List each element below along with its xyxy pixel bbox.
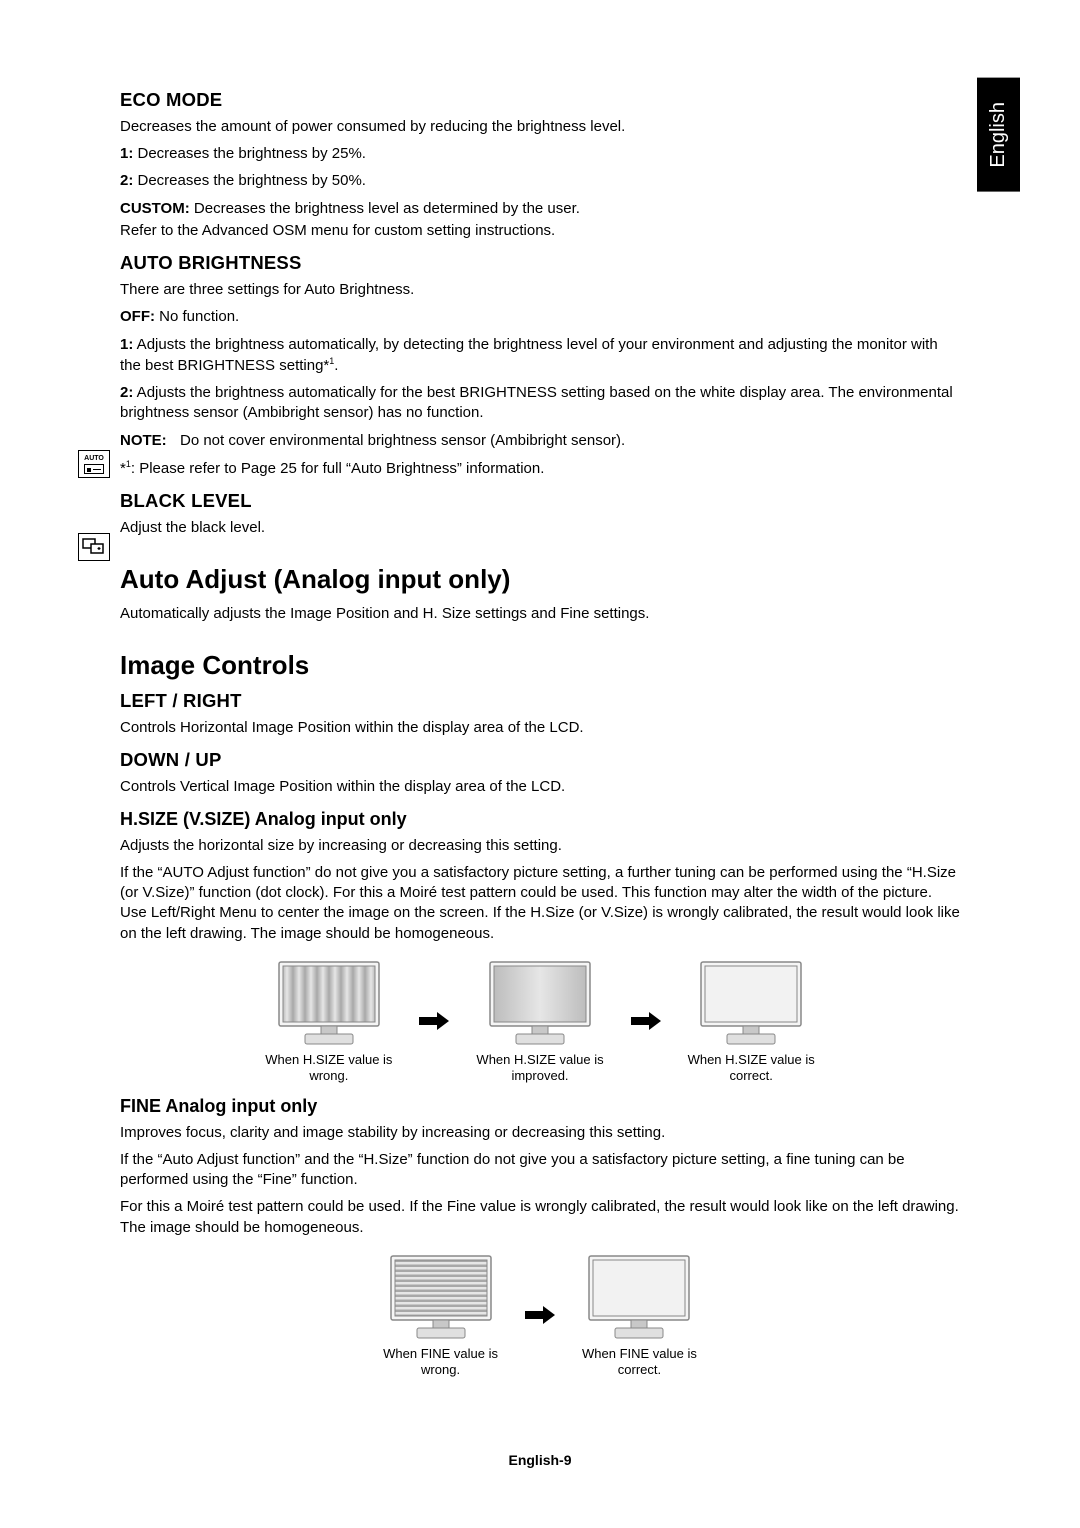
fine-p2: If the “Auto Adjust function” and the “H… — [120, 1150, 960, 1191]
autob-footnote: *1: Please refer to Page 25 for full “Au… — [120, 458, 960, 479]
auto-adjust-desc: Automatically adjusts the Image Position… — [120, 604, 960, 624]
left-right-title: LEFT / RIGHT — [120, 689, 960, 714]
left-right-desc: Controls Horizontal Image Position withi… — [120, 718, 960, 738]
auto-adjust-title: Auto Adjust (Analog input only) — [120, 562, 960, 597]
hsize-figure-row: When H.SIZE value iswrong. When H.SIZE v… — [120, 958, 960, 1085]
eco-l1: 1: Decreases the brightness by 25%. — [120, 144, 960, 164]
arrow-icon — [629, 1010, 663, 1032]
image-controls-title: Image Controls — [120, 648, 960, 683]
hsize-p1: Adjusts the horizontal size by increasin… — [120, 836, 960, 856]
fine-p1: Improves focus, clarity and image stabil… — [120, 1123, 960, 1143]
fine-title: FINE Analog input only — [120, 1094, 960, 1118]
autob-l1: 1: Adjusts the brightness automatically,… — [120, 335, 960, 377]
down-up-title: DOWN / UP — [120, 748, 960, 773]
fine-monitor-wrong: When FINE value iswrong. — [383, 1252, 498, 1379]
fine-monitor-correct: When FINE value iscorrect. — [582, 1252, 697, 1379]
down-up-desc: Controls Vertical Image Position within … — [120, 777, 960, 797]
eco-l4: Refer to the Advanced OSM menu for custo… — [120, 221, 960, 241]
black-level-title: BLACK LEVEL — [120, 489, 960, 514]
arrow-icon — [417, 1010, 451, 1032]
fine-p3: For this a Moiré test pattern could be u… — [120, 1197, 960, 1238]
autob-off: OFF: No function. — [120, 307, 960, 327]
black-desc: Adjust the black level. — [120, 518, 960, 538]
fine-figure-row: When FINE value iswrong. When FINE value… — [120, 1252, 960, 1379]
autob-desc: There are three settings for Auto Bright… — [120, 280, 960, 300]
eco-desc: Decreases the amount of power consumed b… — [120, 117, 960, 137]
eco-mode-title: ECO MODE — [120, 88, 960, 113]
arrow-icon — [523, 1304, 557, 1326]
page-footer: English-9 — [0, 1451, 1080, 1470]
hsize-monitor-correct: When H.SIZE value iscorrect. — [688, 958, 815, 1085]
page-content: ECO MODE Decreases the amount of power c… — [120, 88, 960, 1378]
hsize-monitor-wrong: When H.SIZE value iswrong. — [265, 958, 392, 1085]
hsize-monitor-improved: When H.SIZE value isimproved. — [476, 958, 603, 1085]
hsize-title: H.SIZE (V.SIZE) Analog input only — [120, 807, 960, 831]
autob-l2: 2: Adjusts the brightness automatically … — [120, 383, 960, 424]
auto-adjust-icon: AUTO — [78, 450, 110, 478]
eco-l2: 2: Decreases the brightness by 50%. — [120, 171, 960, 191]
hsize-p2: If the “AUTO Adjust function” do not giv… — [120, 863, 960, 944]
image-controls-icon — [78, 533, 110, 561]
language-tab: English — [977, 78, 1020, 192]
auto-brightness-title: AUTO BRIGHTNESS — [120, 251, 960, 276]
autob-note: NOTE: Do not cover environmental brightn… — [120, 431, 960, 451]
eco-l3: CUSTOM: Decreases the brightness level a… — [120, 199, 960, 219]
